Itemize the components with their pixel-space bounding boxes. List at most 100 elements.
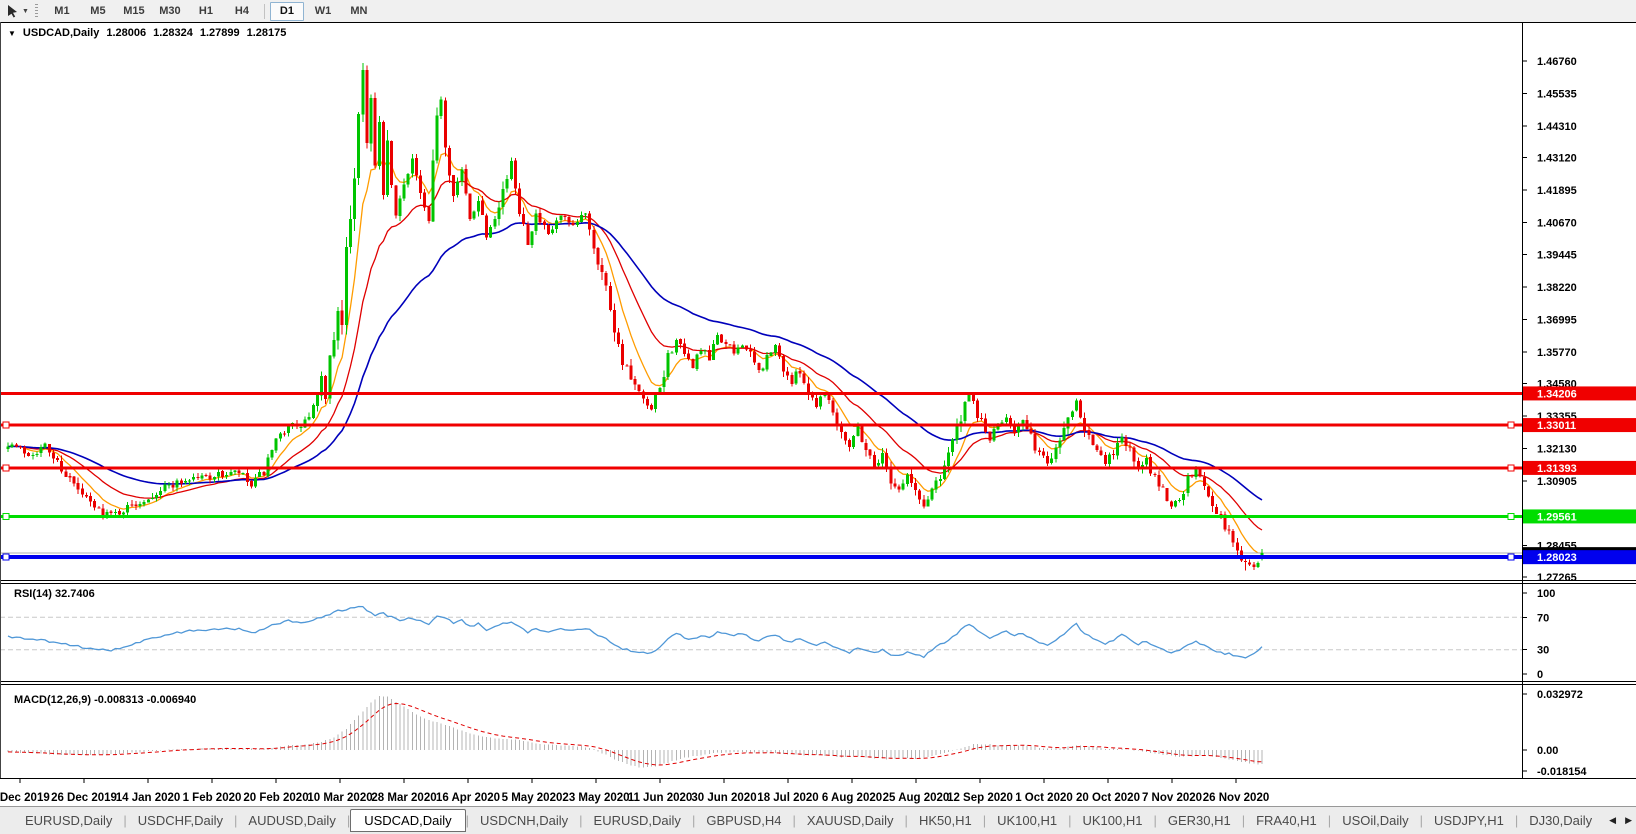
timeframe-toolbar: ▼ M1 M5 M15 M30 H1 H4 D1 W1 MN xyxy=(0,0,1636,22)
rsi-scale-label: 30 xyxy=(1537,645,1549,657)
macd-scale-label: -0.018154 xyxy=(1537,766,1587,778)
macd-pane-series xyxy=(7,695,1263,768)
tab-separator: | xyxy=(982,813,987,828)
tab-scroll-right-button[interactable]: ▶ xyxy=(1625,815,1632,825)
price-badge xyxy=(1523,550,1636,565)
date-axis-label: 20 Feb 2020 xyxy=(243,792,308,804)
tab-separator: | xyxy=(691,813,696,828)
macd-label: MACD(12,26,9) -0.008313 -0.006940 xyxy=(14,694,196,706)
tab-usdcad-daily[interactable]: USDCAD,Daily xyxy=(350,809,466,832)
date-axis-label: 11 Jun 2020 xyxy=(628,792,693,804)
chevron-down-icon[interactable]: ▼ xyxy=(22,7,29,15)
macd-signal-line xyxy=(7,702,1263,766)
date-axis-label: 14 Jan 2020 xyxy=(116,792,181,804)
tab-eurusd-daily[interactable]: EURUSD,Daily xyxy=(25,813,113,828)
title-marker-icon[interactable]: ▼ xyxy=(8,28,16,38)
tab-usdjpy-h1[interactable]: USDJPY,H1 xyxy=(1434,813,1504,828)
tab-fra40-h1[interactable]: FRA40,H1 xyxy=(1256,813,1317,828)
price-axis[interactable]: 1.46760 1.45535 1.44310 1.43120 1.41895 1.406… xyxy=(1522,56,1636,584)
line-handle[interactable] xyxy=(2,512,10,520)
price-badge xyxy=(1523,460,1636,475)
date-axis-label: 1 Feb 2020 xyxy=(183,792,242,804)
date-axis-label: 23 May 2020 xyxy=(562,792,629,804)
cursor-tool-icon[interactable]: ▼ xyxy=(4,2,31,20)
date-axis-label: 6 Aug 2020 xyxy=(822,792,882,804)
candlesticks xyxy=(6,63,1264,571)
timeframe-h4-button[interactable]: H4 xyxy=(234,4,249,17)
timeframe-m15-button[interactable]: M15 xyxy=(123,4,145,17)
tab-separator: | xyxy=(346,813,351,828)
price-axis-label: 1.35770 xyxy=(1537,347,1577,359)
line-handle[interactable] xyxy=(1507,553,1515,561)
date-axis-label: 12 Sep 2020 xyxy=(947,792,1013,804)
rsi-line xyxy=(7,605,1263,659)
date-axis-label: 25 Aug 2020 xyxy=(883,792,950,804)
price-badge-label: 1.28023 xyxy=(1537,552,1577,564)
rsi-scale-label: 70 xyxy=(1537,612,1549,624)
chart-canvas[interactable]: 1.46760 1.45535 1.44310 1.43120 1.41895 1.406… xyxy=(0,22,1636,806)
price-badge-label: 1.33011 xyxy=(1537,420,1576,432)
tab-separator: | xyxy=(579,813,583,828)
timeframe-mn-button[interactable]: MN xyxy=(350,4,368,17)
tab-scroll-left-button[interactable]: ◀ xyxy=(1609,815,1617,825)
tab-separator: | xyxy=(1153,813,1157,828)
tab-separator: | xyxy=(1419,813,1424,828)
timeframe-m5-button[interactable]: M5 xyxy=(90,4,106,17)
tab-uk100-h1[interactable]: UK100,H1 xyxy=(1082,813,1143,828)
tab-dj30-daily[interactable]: DJ30,Daily xyxy=(1529,813,1593,828)
macd-pane: 0.032972 0.00 -0.018154 MACD(12,26,9) -0.00… xyxy=(14,689,1587,778)
chart-tab-bar: EURUSD,Daily | USDCHF,Daily | AUDUSD,Daily | U… xyxy=(0,806,1636,834)
tab-ger30-h1[interactable]: GER30,H1 xyxy=(1167,813,1231,828)
tab-xauusd-daily[interactable]: XAUUSD,Daily xyxy=(806,813,894,828)
timeframe-h1-button[interactable]: H1 xyxy=(198,4,213,17)
line-handle[interactable] xyxy=(1507,421,1515,429)
date-axis-label: 1 Oct 2020 xyxy=(1015,792,1073,804)
tab-separator: | xyxy=(1068,813,1072,828)
tab-separator: | xyxy=(1241,813,1246,828)
tab-usdcnh-daily[interactable]: USDCNH,Daily xyxy=(480,813,569,828)
line-handle[interactable] xyxy=(1507,512,1515,520)
price-axis-label: 1.27265 xyxy=(1537,572,1577,584)
price-badge-label: 1.31393 xyxy=(1537,463,1577,475)
tab-separator: | xyxy=(904,813,908,828)
price-badge xyxy=(1523,509,1636,524)
chart-title: ▼ USDCAD,Daily 1.28006 1.28324 1.27899 1… xyxy=(8,27,286,39)
timeframe-w1-button[interactable]: W1 xyxy=(314,4,332,17)
macd-scale-label: 0.032972 xyxy=(1537,689,1583,701)
line-handle[interactable] xyxy=(2,421,10,429)
ma-medium-line xyxy=(7,180,1263,531)
tab-uk100-h1[interactable]: UK100,H1 xyxy=(997,813,1058,828)
timeframe-m30-button[interactable]: M30 xyxy=(159,4,181,17)
line-handle[interactable] xyxy=(1507,464,1515,472)
price-axis-label: 1.40670 xyxy=(1537,217,1577,229)
timeframe-d1-button[interactable]: D1 xyxy=(269,1,304,21)
price-axis-label: 1.36995 xyxy=(1537,315,1577,327)
tab-separator: | xyxy=(465,813,470,828)
date-axis-label: 26 Nov 2020 xyxy=(1203,792,1270,804)
ohlc-close: 1.28175 xyxy=(246,27,287,39)
timeframe-m1-button[interactable]: M1 xyxy=(54,4,70,17)
tab-scroll-arrows: ◀ ▶ xyxy=(1603,807,1632,834)
line-handle[interactable] xyxy=(2,464,10,472)
rsi-pane: 100 70 30 0 RSI(14) 32.7406 xyxy=(14,588,1555,681)
tab-usdchf-daily[interactable]: USDCHF,Daily xyxy=(137,813,224,828)
pane-borders xyxy=(0,22,1636,779)
tab-audusd-daily[interactable]: AUDUSD,Daily xyxy=(248,813,336,828)
tab-separator: | xyxy=(1327,813,1332,828)
date-axis-label: 7 Nov 2020 xyxy=(1142,792,1202,804)
date-axis-label: 30 Jun 2020 xyxy=(691,792,756,804)
tab-hk50-h1[interactable]: HK50,H1 xyxy=(918,813,972,828)
date-axis-label: 10 Mar 2020 xyxy=(307,792,372,804)
tab-gbpusd-h4[interactable]: GBPUSD,H4 xyxy=(706,813,782,828)
price-axis-label: 1.41895 xyxy=(1537,185,1577,197)
toolbar-grip[interactable] xyxy=(34,4,38,18)
line-handle[interactable] xyxy=(2,553,10,561)
tab-usoil-daily[interactable]: USOil,Daily xyxy=(1342,813,1409,828)
rsi-label: RSI(14) 32.7406 xyxy=(14,588,95,600)
date-axis-label: 28 Mar 2020 xyxy=(371,792,436,804)
tab-eurusd-daily[interactable]: EURUSD,Daily xyxy=(593,813,681,828)
ma-slow-line xyxy=(7,221,1263,501)
date-axis-label: 26 Dec 2019 xyxy=(51,792,117,804)
